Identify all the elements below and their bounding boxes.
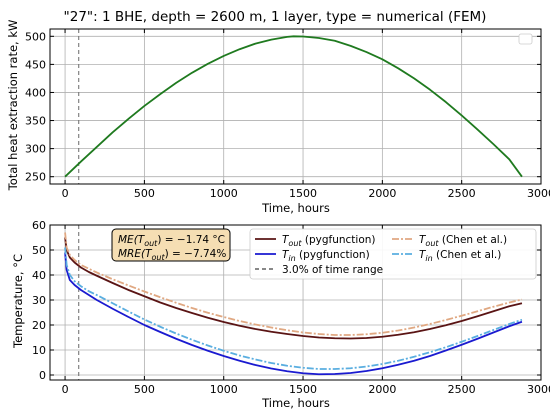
bottom-ytick-label: 20	[32, 319, 46, 332]
bottom-legend: Tout (pygfunction)Tin (pygfunction)3.0% …	[249, 228, 537, 280]
top-xtick-label: 500	[134, 187, 155, 200]
bottom-series-line-0	[64, 237, 523, 340]
bottom-xtick-label: 2000	[368, 383, 396, 396]
top-empty-legend	[518, 33, 533, 45]
bottom-xtick-label: 2500	[448, 383, 476, 396]
heat-extraction-panel: Total heat extraction rate, kW Time, hou…	[6, 20, 550, 215]
bottom-axes-frame	[49, 224, 542, 381]
bottom-ylabel: Temperature, °C	[11, 254, 25, 349]
figure-title: "27": 1 BHE, depth = 2600 m, 1 layer, ty…	[64, 9, 487, 25]
temperature-panel: Temperature, °C Time, hours 0 500 1000 1500…	[11, 219, 550, 410]
legend-label-1: Tin (pygfunction)	[282, 249, 370, 263]
top-ylabel: Total heat extraction rate, kW	[6, 20, 20, 192]
top-xtick-label: 2000	[368, 187, 396, 200]
top-xlabel: Time, hours	[261, 201, 330, 215]
bottom-series-line-3	[64, 247, 523, 370]
top-ytick-label: 400	[25, 86, 46, 99]
legend-label-3: Tout (Chen et al.)	[419, 234, 507, 248]
bottom-xlabel: Time, hours	[261, 396, 330, 410]
bottom-xtick-label: 500	[134, 383, 155, 396]
bottom-series-line-2	[64, 232, 523, 336]
top-ytick-label: 250	[25, 171, 46, 184]
bottom-series-line-1	[64, 252, 523, 376]
top-xtick-label: 2500	[448, 187, 476, 200]
top-ytick-label: 450	[25, 58, 46, 71]
bottom-xtick-label: 1500	[289, 383, 317, 396]
bottom-ytick-label: 50	[32, 244, 46, 257]
top-xtick-label: 1500	[289, 187, 317, 200]
annotation-box	[111, 228, 231, 262]
top-ytick-label: 300	[25, 143, 46, 156]
bottom-ytick-label: 60	[32, 219, 46, 232]
bottom-ytick-label: 10	[32, 344, 46, 357]
annotation-mean-error: ME(Tout) = −1.74 °C	[118, 234, 225, 248]
bottom-ytick-label: 0	[39, 369, 46, 382]
bottom-xtick-label: 1000	[210, 383, 238, 396]
legend-label-2: 3.0% of time range	[282, 264, 383, 276]
bottom-xtick-label: 0	[62, 383, 69, 396]
legend-label-0: Tout (pygfunction)	[282, 234, 376, 248]
bottom-ytick-label: 30	[32, 294, 46, 307]
top-xtick-label: 0	[62, 187, 69, 200]
top-xtick-label: 1000	[210, 187, 238, 200]
top-ytick-label: 350	[25, 115, 46, 128]
bottom-ytick-label: 40	[32, 269, 46, 282]
annotation-mean-relative-error: MRE(Tout) = −7.74%	[118, 248, 226, 262]
top-series-line-0	[64, 35, 523, 178]
top-axes-frame	[49, 28, 542, 185]
top-ytick-label: 500	[25, 30, 46, 43]
legend-label-4: Tin (Chen et al.)	[419, 249, 501, 263]
